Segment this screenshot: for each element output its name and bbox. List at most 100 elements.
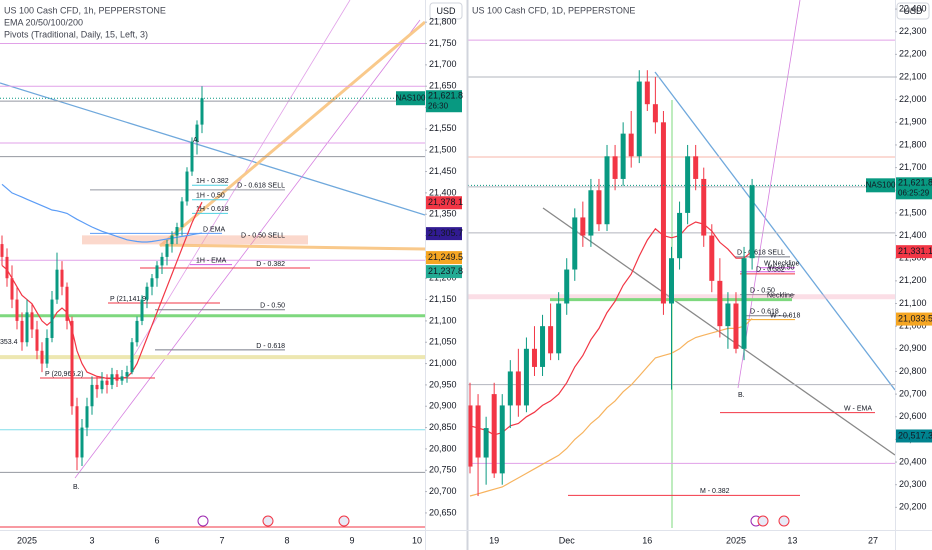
candle-body: [491, 394, 497, 474]
event-icon[interactable]: [197, 515, 209, 527]
candle-body: [50, 299, 54, 338]
y-tick-label: 22,300: [899, 26, 927, 36]
candle-body: [135, 320, 139, 343]
level-label: D - 0.382: [756, 267, 785, 274]
event-icon[interactable]: [778, 515, 790, 527]
event-icons: [197, 515, 790, 527]
price-tag-label: 21,621.8: [898, 178, 932, 188]
x-tick-label: Dec: [559, 535, 576, 545]
y-tick-label: 20,800: [899, 366, 927, 376]
candle-body: [60, 269, 64, 287]
candle-body: [580, 217, 586, 236]
price-tag: [896, 429, 932, 443]
y-tick-label: 21,450: [429, 166, 457, 176]
y-tick-label: 20,850: [429, 422, 457, 432]
candle-body: [475, 405, 481, 458]
candle-body: [636, 81, 642, 157]
level-label: W - 0.50: [768, 265, 795, 272]
y-tick-label: 21,550: [429, 123, 457, 133]
candle-body: [677, 212, 683, 259]
currency-button[interactable]: [896, 2, 930, 20]
candle-body: [170, 235, 174, 245]
annotation: B.: [738, 392, 745, 399]
x-tick-label: 16: [642, 535, 652, 545]
level-label: 1H - 0.382: [196, 178, 229, 185]
y-tick-label: 20,950: [429, 379, 457, 389]
symbol-tag: [866, 178, 895, 193]
candle-body: [165, 244, 169, 257]
price-tag-label: 20,517.3: [898, 430, 932, 440]
candle-body: [200, 98, 204, 125]
x-tick-label: 8: [284, 535, 289, 545]
level-label: 1H - EMA: [196, 257, 227, 264]
candle-body: [105, 380, 109, 385]
candle-body: [652, 104, 658, 123]
level-label: P (21,141.9): [110, 296, 148, 303]
x-tick-label: 19: [489, 535, 499, 545]
candle-body: [55, 269, 59, 300]
y-tick-label: 21,700: [429, 59, 457, 69]
y-tick-label: 22,000: [899, 94, 927, 104]
y-tick-label: 21,400: [899, 230, 927, 240]
level-label: D - 0.50: [750, 288, 775, 295]
price-tag: [426, 251, 462, 265]
indicator-label: Pivots (Traditional, Daily, 15, Left, 3): [4, 29, 148, 39]
candle-body: [660, 122, 666, 304]
price-tag: [426, 196, 462, 210]
y-tick-label: 21,750: [429, 38, 457, 48]
candle-body: [20, 320, 24, 343]
trend-line: [74, 19, 421, 479]
y-tick-label: 21,050: [429, 337, 457, 347]
chart-title: US 100 Cash CFD, 1h, PEPPERSTONE: [4, 5, 166, 15]
trend-line: [737, 0, 801, 389]
indicator-label: EMA 20/50/100/200: [4, 17, 83, 27]
event-icon[interactable]: [757, 515, 769, 527]
candle-body: [35, 329, 39, 351]
candle-body: [195, 124, 199, 142]
candle-body: [110, 374, 114, 385]
y-tick-label: 20,650: [429, 507, 457, 517]
currency-label[interactable]: USD: [436, 6, 456, 16]
annotation: A.: [193, 137, 200, 144]
event-icon[interactable]: [262, 515, 274, 527]
candle-body: [175, 227, 179, 236]
symbol-label: NAS100: [866, 180, 896, 189]
price-tag-label: 21,237.8: [428, 266, 463, 276]
candle-body: [507, 371, 513, 406]
candle-body: [0, 244, 4, 257]
candle-body: [540, 326, 546, 367]
event-icon[interactable]: [338, 515, 350, 527]
y-tick-label: 21,350: [429, 209, 457, 219]
level-label: D - 0.618: [750, 309, 779, 316]
candle-body: [15, 299, 19, 321]
y-tick-label: 20,800: [429, 443, 457, 453]
y-tick-label: 21,500: [429, 145, 457, 155]
candle-body: [140, 299, 144, 321]
y-tick-label: 21,100: [899, 298, 927, 308]
candle-body: [100, 380, 104, 390]
y-tick-label: 20,700: [429, 486, 457, 496]
candle-body: [741, 258, 747, 349]
y-tick-label: 21,700: [899, 162, 927, 172]
candle-body: [80, 427, 84, 458]
level-label: W Neckline: [764, 261, 800, 268]
candle-body: [45, 337, 49, 364]
candle-body: [468, 405, 473, 467]
candle-body: [180, 201, 184, 228]
x-tick-label: 10: [412, 535, 422, 545]
candle-body: [40, 350, 44, 364]
symbol-tag: [396, 91, 425, 106]
price-tag: [896, 177, 932, 200]
level-label: D EMA: [203, 226, 226, 233]
currency-button[interactable]: [429, 2, 463, 20]
currency-label[interactable]: USD: [903, 6, 923, 16]
price-tag: [896, 312, 932, 326]
candle-body: [145, 286, 149, 300]
candle-body: [130, 342, 134, 373]
candle-body: [556, 303, 562, 354]
candle-body: [588, 190, 594, 236]
ema-line: [1, 183, 203, 243]
trend-line: [159, 243, 425, 251]
y-tick-label: 20,200: [899, 502, 927, 512]
y-tick-label: 21,000: [429, 358, 457, 368]
